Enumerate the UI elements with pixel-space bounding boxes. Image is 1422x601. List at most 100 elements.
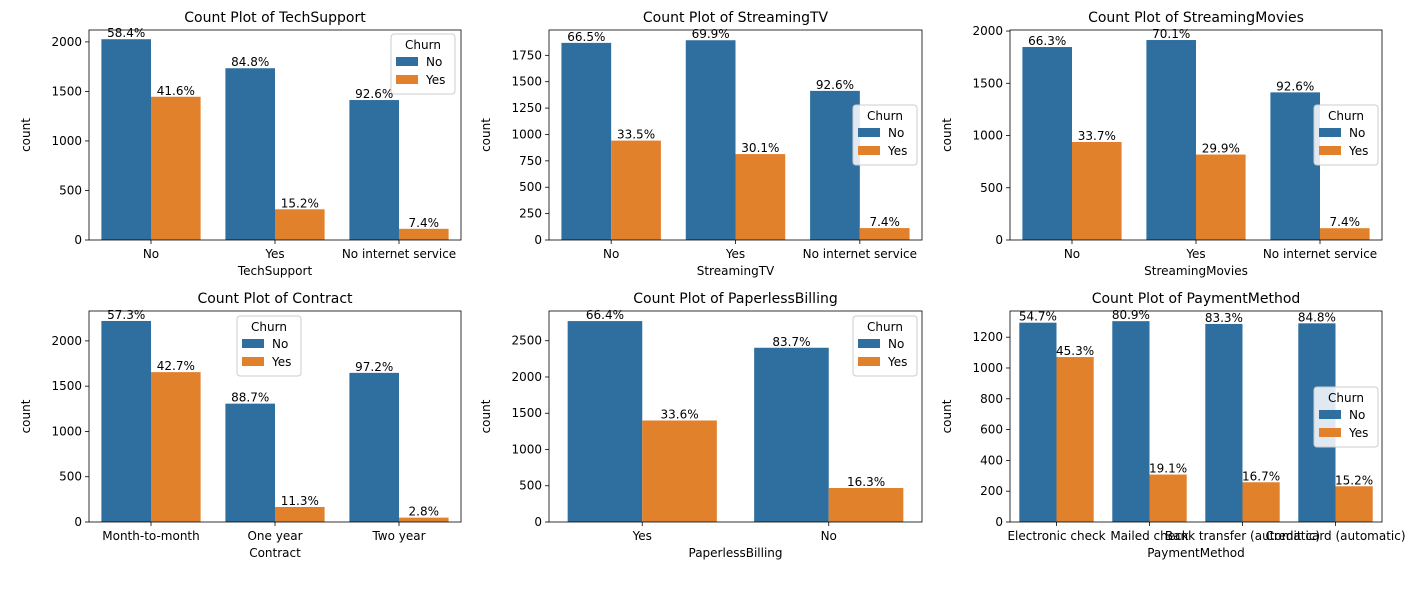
y-tick-label: 2000: [511, 370, 542, 384]
legend-title: Churn: [251, 320, 287, 334]
legend: Churn No Yes: [390, 33, 456, 95]
x-axis-label: PaymentMethod: [1147, 546, 1245, 560]
legend-swatch-no: [242, 339, 264, 348]
legend-swatch-yes: [1319, 146, 1341, 155]
y-tick-label: 200: [980, 484, 1003, 498]
x-tick-label: No internet service: [803, 247, 917, 261]
x-tick-label: Yes: [632, 529, 652, 543]
bar-label: 7.4%: [1330, 215, 1361, 229]
bar-yes-1: [611, 140, 661, 240]
y-tick-label: 1750: [511, 48, 542, 62]
legend: Churn No Yes: [852, 315, 918, 377]
legend-title: Churn: [1328, 391, 1364, 405]
bar-label: 45.3%: [1056, 344, 1094, 358]
bar-label: 33.5%: [617, 128, 655, 142]
bar-no-3: [349, 372, 399, 522]
bar-no-3: [1205, 323, 1243, 522]
y-axis-label: count: [479, 118, 493, 152]
bar-label: 69.9%: [692, 27, 730, 41]
x-tick-label: Credit card (automatic): [1265, 529, 1405, 543]
bar-label: 7.4%: [869, 215, 900, 229]
x-axis-label: StreamingMovies: [1144, 264, 1248, 278]
x-tick-label: No: [1064, 247, 1080, 261]
bar-label: 30.1%: [741, 141, 779, 155]
y-tick-label: 0: [74, 515, 82, 529]
bar-no-2: [1112, 321, 1150, 522]
y-axis-label: count: [19, 399, 33, 433]
chart-panel-5: Count Plot of PaperlessBilling 66.4% 83.7%…: [479, 291, 923, 560]
chart-title: Count Plot of StreamingMovies: [1088, 10, 1304, 26]
bar-label: 33.6%: [660, 407, 698, 421]
axes-frame: [548, 310, 923, 523]
bar-yes-4: [1335, 486, 1373, 522]
bar-label: 70.1%: [1152, 27, 1190, 41]
bar-no-2: [685, 40, 736, 241]
chart-panel-4: Count Plot of Contract 57.3% 88.7% 97.2% 42.…: [19, 291, 462, 560]
bar-yes-2: [275, 506, 325, 522]
y-tick-label: 1000: [972, 129, 1003, 143]
x-axis-label: StreamingTV: [697, 264, 775, 278]
legend-swatch-no: [858, 339, 880, 348]
y-tick-label: 0: [534, 233, 542, 247]
bar-yes-3: [399, 228, 449, 240]
bar-no-3: [1270, 92, 1320, 240]
legend-label-yes: Yes: [425, 73, 445, 87]
y-tick-label: 2000: [51, 334, 82, 348]
bar-yes-1: [642, 420, 717, 522]
x-tick-label: Yes: [1185, 247, 1205, 261]
y-axis-label: count: [940, 399, 954, 433]
bar-label: 11.3%: [281, 494, 319, 508]
y-tick-label: 1000: [51, 424, 82, 438]
legend-swatch-no: [1319, 410, 1341, 419]
bar-label: 19.1%: [1149, 462, 1187, 476]
y-tick-label: 500: [519, 479, 542, 493]
bar-yes-2: [275, 209, 325, 240]
axes-frame: [1009, 310, 1383, 523]
bar-label: 83.3%: [1205, 311, 1243, 325]
bar-no-2: [1146, 40, 1196, 241]
legend-label-no: No: [426, 55, 442, 69]
bar-label: 33.7%: [1078, 129, 1116, 143]
bar-label: 66.4%: [586, 308, 624, 322]
legend-swatch-no: [396, 57, 418, 66]
y-tick-label: 500: [59, 183, 82, 197]
x-tick-label: Electronic check: [1007, 529, 1105, 543]
bar-label: 84.8%: [1298, 310, 1336, 324]
legend-swatch-yes: [396, 75, 418, 84]
bar-label: 97.2%: [355, 360, 393, 374]
bar-no-1: [101, 39, 151, 240]
legend-title: Churn: [867, 320, 903, 334]
y-tick-label: 1000: [511, 127, 542, 141]
y-tick-label: 0: [74, 233, 82, 247]
x-tick-label: No internet service: [342, 247, 456, 261]
y-tick-label: 1500: [51, 379, 82, 393]
y-axis-label: count: [479, 399, 493, 433]
y-tick-label: 500: [980, 181, 1003, 195]
y-tick-label: 2000: [51, 35, 82, 49]
legend: Churn No Yes: [1313, 386, 1379, 448]
bar-yes-2: [735, 154, 786, 240]
legend-swatch-yes: [858, 357, 880, 366]
x-tick-label: Yes: [264, 247, 284, 261]
x-tick-label: Month-to-month: [102, 529, 200, 543]
chart-title: Count Plot of TechSupport: [184, 10, 366, 26]
bar-yes-2: [1149, 474, 1187, 522]
x-axis-label: TechSupport: [237, 264, 313, 278]
y-tick-label: 500: [59, 470, 82, 484]
y-tick-label: 400: [980, 453, 1003, 467]
bar-label: 57.3%: [107, 308, 145, 322]
y-tick-label: 1500: [511, 75, 542, 89]
bar-label: 84.8%: [231, 55, 269, 69]
x-tick-label: No: [821, 529, 837, 543]
legend-label-yes: Yes: [887, 355, 907, 369]
x-tick-label: One year: [247, 529, 302, 543]
bar-no-3: [810, 90, 860, 240]
y-tick-label: 800: [980, 392, 1003, 406]
bar-label: 15.2%: [281, 196, 319, 210]
chart-panel-6: Count Plot of PaymentMethod 54.7% 80.9% 83.…: [940, 291, 1406, 560]
bar-label: 92.6%: [355, 87, 393, 101]
bar-label: 66.3%: [1028, 34, 1066, 48]
legend-label-no: No: [888, 126, 904, 140]
legend: Churn No Yes: [236, 315, 302, 377]
